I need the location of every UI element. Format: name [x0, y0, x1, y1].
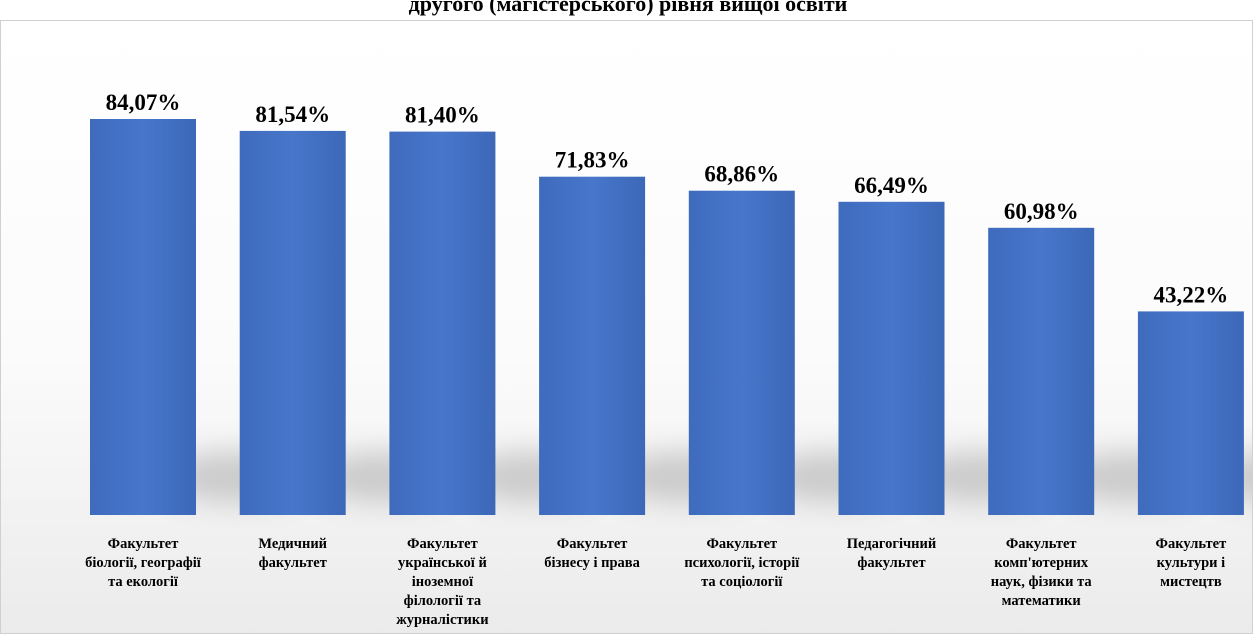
bar	[838, 201, 945, 516]
category-label-line: комп'ютерних	[994, 555, 1089, 571]
data-label: 60,98%	[1004, 199, 1079, 224]
bar	[239, 130, 346, 515]
data-label: 84,07%	[106, 90, 181, 115]
category-label-line: філології та	[404, 593, 482, 609]
plot-area: 84,07% 81,54% 81,40% 71,83% 68,86% 66,49% 60,9…	[0, 20, 1253, 634]
data-label: 81,40%	[405, 103, 480, 128]
bar	[90, 119, 196, 515]
category-label-line: Факультет	[706, 536, 777, 552]
category-label-line: та екології	[108, 574, 179, 590]
category-label-line: Медичний	[258, 536, 327, 552]
category-label-line: факультет	[259, 555, 327, 571]
data-label: 71,83%	[555, 148, 630, 173]
bar	[389, 131, 496, 515]
chart-title: другого (магістерського) рівня вищої осв…	[408, 0, 848, 16]
bar	[1137, 311, 1244, 515]
category-label-line: бізнесу і права	[544, 555, 640, 571]
bar	[539, 176, 646, 515]
category-label-line: Факультет	[557, 536, 628, 552]
category-label-line: Факультет	[1006, 536, 1077, 552]
category-label-line: Факультет	[108, 536, 179, 552]
data-label: 81,54%	[255, 102, 330, 127]
category-label: Факультет української й іноземної філології…	[396, 536, 488, 628]
category-label-line: Факультет	[1156, 536, 1227, 552]
category-label: Факультет психології, історії та соціологі…	[684, 536, 800, 590]
data-label: 66,49%	[854, 173, 929, 198]
category-label-line: психології, історії	[684, 555, 800, 571]
category-label-line: наук, фізики та	[991, 574, 1093, 590]
category-label-line: та соціології	[701, 574, 783, 590]
category-label: Медичний факультет	[258, 536, 327, 571]
bar	[688, 190, 795, 515]
bar-chart: 84,07% 81,54% 81,40% 71,83% 68,86% 66,49% 60,9…	[85, 90, 1252, 628]
category-label-line: біології, географії	[85, 555, 202, 571]
category-label: Факультет біології, географії та екології	[85, 536, 202, 590]
category-label: Факультет бізнесу і права	[544, 536, 640, 571]
category-label-line: української й	[398, 555, 487, 571]
category-label-line: журналістики	[396, 612, 488, 628]
category-label-line: культури і	[1157, 555, 1226, 571]
category-label-line: Факультет	[407, 536, 478, 552]
category-label-line: іноземної	[412, 574, 474, 590]
category-label-line: мистецтв	[1160, 574, 1222, 590]
category-label-line: Педагогічний	[847, 536, 936, 552]
data-label: 43,22%	[1154, 282, 1229, 307]
category-label: Факультет комп'ютерних наук, фізики та мате…	[991, 536, 1093, 609]
category-label: Педагогічний факультет	[847, 536, 936, 571]
category-label-line: математики	[1002, 593, 1081, 609]
category-label: Факультет культури і мистецтв	[1156, 536, 1227, 590]
category-label-line: факультет	[857, 555, 925, 571]
data-label: 68,86%	[704, 162, 779, 187]
bar	[988, 227, 1095, 516]
